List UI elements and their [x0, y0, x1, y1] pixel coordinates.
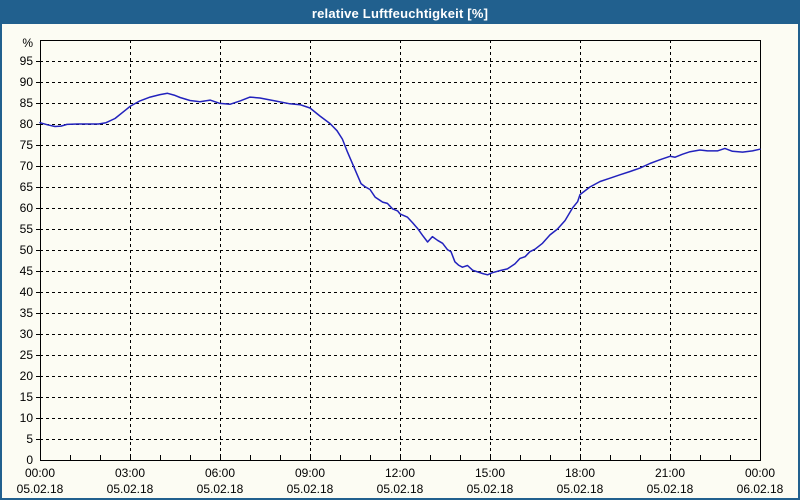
y-tick-label: 60 [20, 201, 34, 215]
x-tick-time-label: 00:00 [745, 466, 775, 480]
chart-canvas: 0 5 10 15 20 25 30 35 40 45 50 55 60 65 70 75 80 85 90 95% 0… [17, 36, 784, 496]
y-axis-unit-label: % [22, 36, 33, 50]
y-tick-label: 0 [26, 453, 33, 467]
humidity-series-line [39, 92, 761, 276]
x-tick-time-label: 09:00 [295, 466, 325, 480]
x-tick-time-label: 18:00 [565, 466, 595, 480]
humidity-chart: 0 5 10 15 20 25 30 35 40 45 50 55 60 65 70 75 80 85 90 95% 0… [2, 24, 798, 498]
y-tick-label: 5 [26, 432, 33, 446]
y-tick-label: 10 [20, 411, 34, 425]
y-tick-label: 80 [20, 117, 34, 131]
x-tick-date-label: 05.02.18 [287, 482, 334, 496]
y-tick-label: 70 [20, 159, 34, 173]
y-tick-label: 50 [20, 243, 34, 257]
x-tick-date-label: 05.02.18 [467, 482, 514, 496]
y-tick-label: 40 [20, 285, 34, 299]
y-tick-label: 95 [20, 54, 34, 68]
x-tick-date-label: 06.02.18 [737, 482, 784, 496]
y-tick-label: 65 [20, 180, 34, 194]
y-tick-label: 30 [20, 327, 34, 341]
y-tick-label: 45 [20, 264, 34, 278]
x-tick-date-label: 05.02.18 [197, 482, 244, 496]
x-tick-date-label: 05.02.18 [647, 482, 694, 496]
title-bar: relative Luftfeuchtigkeit [%] [2, 2, 798, 24]
y-tick-label: 25 [20, 348, 34, 362]
y-tick-label: 20 [20, 369, 34, 383]
x-tick-date-label: 05.02.18 [557, 482, 604, 496]
x-tick-time-label: 21:00 [655, 466, 685, 480]
x-tick-date-label: 05.02.18 [17, 482, 64, 496]
y-tick-label: 90 [20, 75, 34, 89]
y-tick-label: 85 [20, 96, 34, 110]
y-tick-label: 35 [20, 306, 34, 320]
x-tick-time-label: 00:00 [25, 466, 55, 480]
plot-border [40, 40, 761, 461]
y-tick-label: 75 [20, 138, 34, 152]
y-tick-label: 15 [20, 390, 34, 404]
x-tick-time-label: 15:00 [475, 466, 505, 480]
x-tick-date-label: 05.02.18 [377, 482, 424, 496]
x-tick-time-label: 06:00 [205, 466, 235, 480]
y-tick-label: 55 [20, 222, 34, 236]
x-tick-date-label: 05.02.18 [107, 482, 154, 496]
x-tick-time-label: 03:00 [115, 466, 145, 480]
window-title: relative Luftfeuchtigkeit [%] [311, 5, 489, 21]
x-tick-time-label: 12:00 [385, 466, 415, 480]
